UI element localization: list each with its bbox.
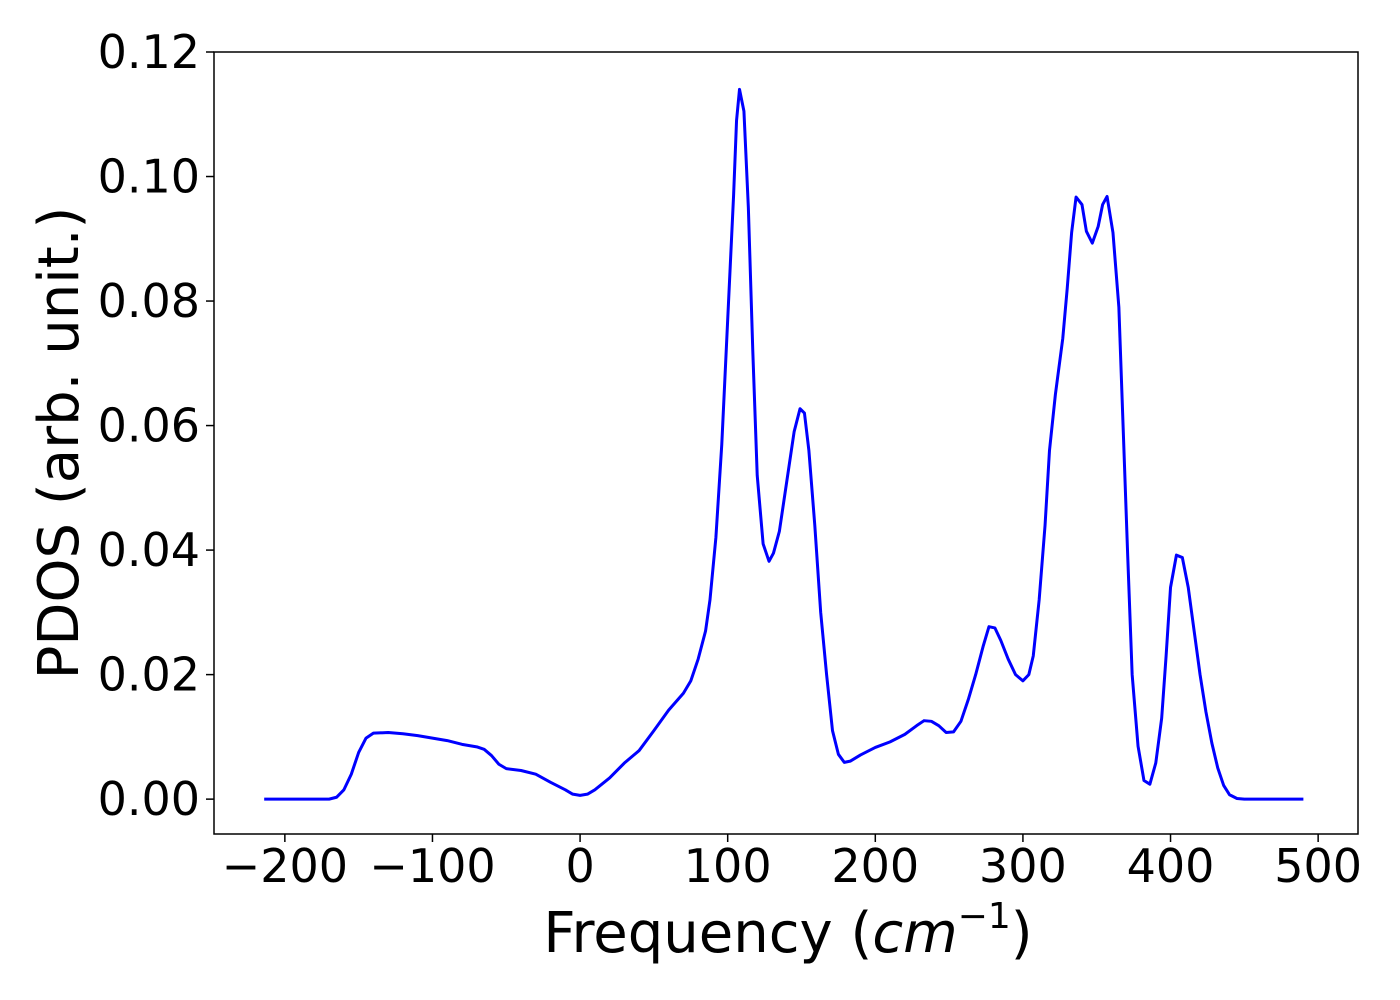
y-tick-label: 0.02	[98, 648, 200, 702]
plot-frame	[213, 51, 1359, 835]
y-tick-label: 0.06	[98, 399, 200, 453]
line-series	[264, 87, 1304, 801]
y-tick-label: 0.12	[98, 25, 200, 79]
x-tick-label: 0	[565, 839, 594, 893]
x-label-close: )	[1011, 901, 1033, 966]
y-axis-label: PDOS (arb. unit.)	[27, 207, 92, 680]
y-tick-label: 0.08	[98, 274, 200, 328]
y-tick-label: 0.00	[98, 772, 200, 826]
x-label-text: Frequency (	[543, 901, 872, 966]
x-label-sup: −1	[958, 896, 1011, 937]
y-tick-label: 0.04	[98, 523, 200, 577]
y-tick-label: 0.10	[98, 150, 200, 204]
x-tick-label: −100	[369, 839, 495, 893]
x-label-math: cm	[872, 901, 957, 966]
x-tick-label: 200	[831, 839, 919, 893]
x-tick-label: −200	[222, 839, 348, 893]
x-tick-label: 100	[684, 839, 772, 893]
x-axis-label: Frequency (cm−1)	[543, 896, 1032, 966]
x-tick-label: 300	[979, 839, 1067, 893]
x-tick-label: 500	[1274, 839, 1362, 893]
x-tick-label: 400	[1127, 839, 1215, 893]
